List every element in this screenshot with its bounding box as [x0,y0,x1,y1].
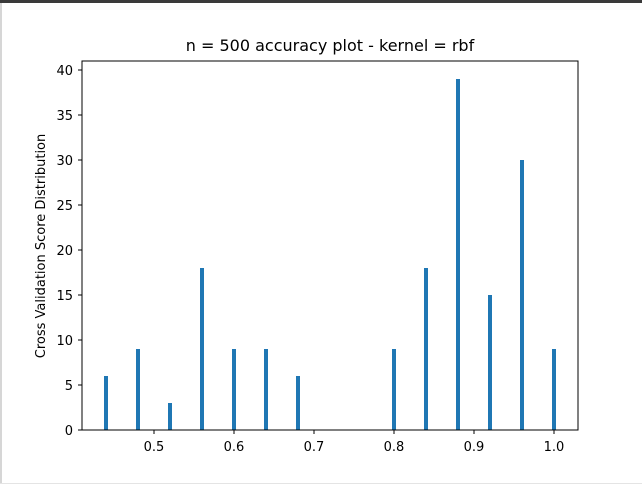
bar [296,376,300,430]
bar [232,349,236,430]
bar [104,376,108,430]
x-tick-label: 0.5 [144,440,165,455]
bar [520,160,524,430]
bar [552,349,556,430]
bar [264,349,268,430]
y-axis-label: Cross Validation Score Distribution [34,134,49,358]
x-tick-label: 1.0 [544,440,565,455]
bar [136,349,140,430]
y-tick-label: 35 [56,109,73,124]
bar [168,403,172,430]
x-tick-label: 0.7 [304,440,325,455]
y-tick-label: 40 [56,64,73,79]
y-tick-label: 25 [56,199,73,214]
x-tick-label: 0.8 [384,440,405,455]
window-top-border [0,0,642,3]
chart-title: n = 500 accuracy plot - kernel = rbf [186,36,475,55]
x-tick-label: 0.6 [224,440,245,455]
bars-group [104,79,556,430]
plot-area-frame [81,60,579,431]
bar [456,79,460,430]
bar [392,349,396,430]
x-axis-ticks: 0.5 0.6 0.7 0.8 0.9 1.0 [144,430,565,455]
y-tick-label: 30 [56,154,73,169]
bar [488,295,492,430]
bar [200,268,204,430]
y-tick-label: 20 [56,244,73,259]
x-tick-label: 0.9 [464,440,485,455]
bar [424,268,428,430]
y-axis-ticks: 0 5 10 15 20 25 30 35 40 [56,64,82,439]
y-tick-label: 5 [65,379,73,394]
window-left-edge [0,3,2,484]
y-tick-label: 15 [56,289,73,304]
y-tick-label: 0 [65,424,73,439]
y-tick-label: 10 [56,334,73,349]
